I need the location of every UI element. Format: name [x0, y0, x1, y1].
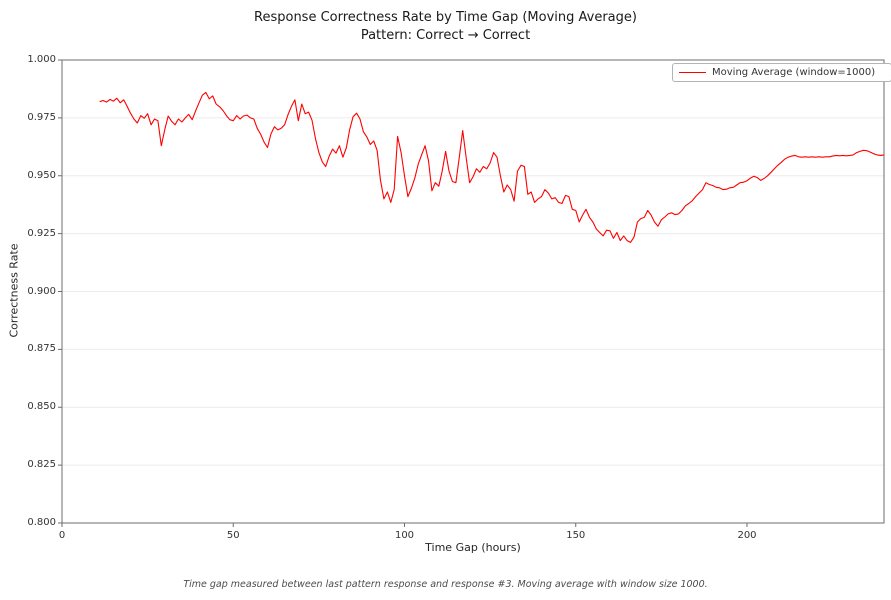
y-tick-label: 0.850 [27, 401, 56, 413]
y-tick-label: 0.875 [27, 343, 56, 355]
y-tick-label: 0.925 [27, 227, 56, 239]
x-tick-label: 150 [566, 530, 586, 541]
legend-label: Moving Average (window=1000) [712, 67, 876, 78]
chart-subtitle: Pattern: Correct → Correct [360, 28, 531, 43]
x-tick-label: 50 [226, 530, 240, 541]
legend: Moving Average (window=1000) [672, 63, 891, 82]
chart-title: Response Correctness Rate by Time Gap (M… [254, 10, 637, 25]
y-tick-label: 0.950 [27, 169, 56, 181]
x-axis-label: Time Gap (hours) [425, 541, 521, 554]
x-tick-label: 200 [737, 530, 757, 541]
moving-average-line [99, 91, 885, 243]
x-tick-label: 0 [58, 530, 66, 541]
y-tick-label: 1.000 [27, 54, 56, 65]
chart-footnote: Time gap measured between last pattern r… [183, 579, 708, 590]
x-tick-label: 100 [394, 530, 415, 541]
y-tick-label: 0.900 [27, 285, 56, 297]
y-axis-label: Correctness Rate [7, 242, 21, 338]
legend-line-swatch-icon [679, 72, 706, 73]
y-tick-label: 0.825 [27, 459, 56, 471]
y-tick-label: 0.975 [27, 111, 56, 123]
y-tick-label: 0.800 [27, 517, 56, 528]
